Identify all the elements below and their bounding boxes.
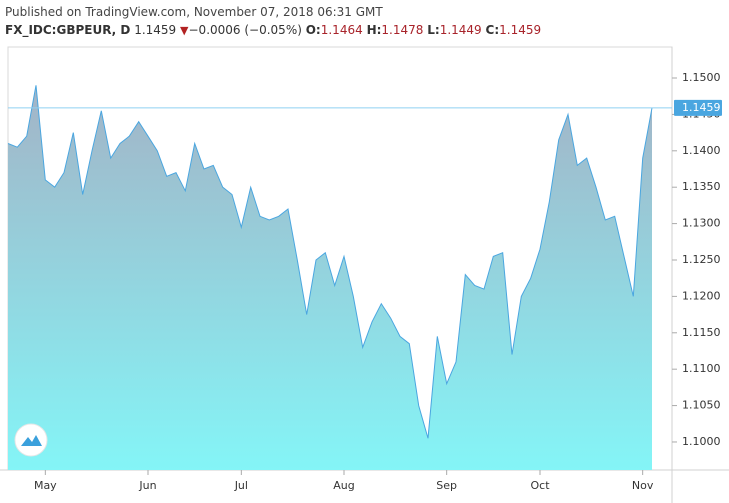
x-tick-label: Jul	[234, 479, 248, 492]
ohlc: O:1.1464 H:1.1478 L:1.1449 C:1.1459	[306, 23, 541, 37]
ohlc-key: O:	[305, 23, 321, 37]
y-tick-label: 1.1200	[682, 289, 721, 302]
quote-line: FX_IDC:GBPEUR, D 1.1459 ▼−0.0006 (−0.05%…	[5, 21, 541, 40]
x-tick-label: Nov	[632, 479, 654, 492]
ohlc-value: 1.1449	[439, 23, 482, 37]
x-tick-label: Aug	[333, 479, 354, 492]
ohlc-value: 1.1478	[381, 23, 424, 37]
ohlc-value: 1.1464	[320, 23, 363, 37]
published: Published on TradingView.com, November 0…	[5, 5, 383, 19]
last-price-label: 1.1459	[682, 101, 721, 114]
y-tick-label: 1.1400	[682, 144, 721, 157]
line	[7, 85, 653, 439]
y-tick-label: 1.1050	[682, 399, 721, 412]
y-tick-label: 1.1000	[682, 435, 721, 448]
ohlc-key: H:	[366, 23, 382, 37]
x-tick-label: Sep	[436, 479, 457, 492]
ohlc-value: 1.1459	[499, 23, 542, 37]
ohlc-key: C:	[485, 23, 500, 37]
area	[8, 85, 652, 471]
ohlc-key: L:	[427, 23, 440, 37]
y-tick-label: 1.1100	[682, 362, 721, 375]
change: −0.0006 (−0.05%)	[188, 23, 302, 37]
logo	[14, 423, 48, 457]
header: Published on TradingView.com, November 0…	[5, 3, 541, 40]
last-price-box	[674, 99, 722, 116]
down-icon: ▼	[180, 24, 189, 37]
x-tick-label: Oct	[530, 479, 550, 492]
x-tick-label: Jun	[138, 479, 156, 492]
y-tick-label: 1.1250	[682, 253, 721, 266]
y-tick-label: 1.1350	[682, 180, 721, 193]
price: 1.1459	[134, 23, 177, 37]
y-tick-label: 1.1150	[682, 326, 721, 339]
symbol: FX_IDC:GBPEUR, D	[5, 23, 131, 37]
y-tick-label: 1.1500	[682, 71, 721, 84]
y-tick-label: 1.1300	[682, 217, 721, 230]
plot	[7, 85, 653, 471]
x-tick-label: May	[34, 479, 57, 492]
